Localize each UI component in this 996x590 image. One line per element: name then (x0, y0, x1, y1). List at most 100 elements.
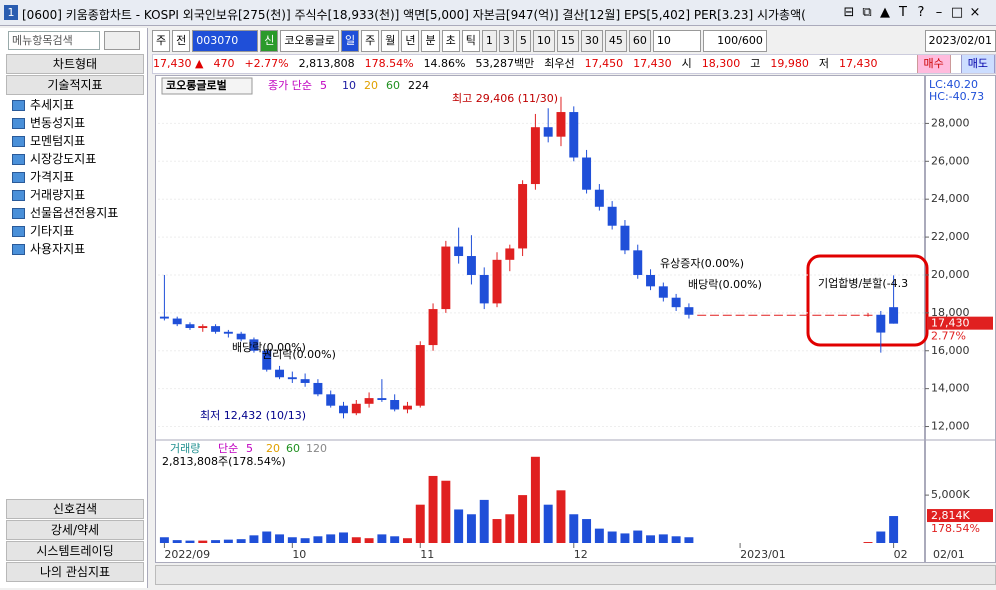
quote-best-label: 최우선 (544, 57, 575, 70)
volume-bar (505, 514, 515, 543)
candle-body (505, 248, 515, 260)
volume-bar (236, 539, 246, 543)
candle-body (364, 398, 374, 404)
ma-label: 종가 단순 (268, 79, 312, 92)
window-button[interactable]: ? (917, 5, 925, 20)
sidebar-tab[interactable]: 차트형태 (6, 54, 144, 74)
volume-bar (198, 540, 208, 543)
last-volume-rate: 178.54% (931, 522, 980, 535)
sidebar-tab[interactable]: 강세/약세 (6, 520, 144, 540)
volume-summary: 2,813,808주(178.54%) (162, 455, 286, 468)
x-tick-label: 10 (292, 548, 306, 561)
candle-body (889, 307, 899, 324)
ma-legend: 10 (342, 79, 356, 92)
candle-body (402, 405, 412, 410)
menu-search[interactable]: 메뉴항목검색 (8, 31, 100, 50)
folder-label[interactable]: 모멘텀지표 (30, 134, 86, 148)
interval-button[interactable]: 30 (580, 30, 603, 52)
window-button[interactable]: ⧉ (862, 5, 872, 20)
quote-buy[interactable]: 매수 (916, 55, 951, 73)
candle-body (710, 314, 719, 316)
quote-sell[interactable]: 매도 (960, 55, 995, 73)
quote-price: 17,430 ▲ (153, 57, 204, 70)
volume-bar (620, 533, 630, 543)
folder-icon (12, 118, 25, 129)
window-button[interactable]: – (935, 5, 943, 20)
candle-body (249, 339, 259, 351)
candle-body (236, 333, 246, 340)
sidebar-tab[interactable]: 신호검색 (6, 499, 144, 519)
last-volume-tag (927, 509, 993, 523)
candle-body (773, 314, 783, 316)
sidebar-tab[interactable]: 시스템트레이딩 (6, 541, 144, 561)
candle-body (198, 326, 208, 329)
window-button[interactable]: T (899, 5, 907, 20)
quote-open: 18,300 (701, 57, 741, 70)
window-button[interactable]: × (969, 5, 981, 20)
candle-body (633, 250, 643, 275)
interval-button[interactable]: 5 (515, 30, 531, 52)
volume-bar (441, 480, 451, 543)
candle-body (658, 286, 668, 298)
interval-button[interactable]: 3 (498, 30, 514, 52)
ma-legend: 224 (408, 79, 429, 92)
candle-body (287, 377, 297, 380)
unit-button[interactable]: 월 (381, 30, 400, 52)
volume-bar (556, 490, 566, 543)
folder-label[interactable]: 추세지표 (30, 98, 75, 112)
interval-button[interactable]: 1 (481, 30, 497, 52)
date[interactable]: 2023/02/01 (924, 30, 996, 52)
sidebar-tab[interactable]: 나의 관심지표 (6, 562, 144, 582)
unit-button[interactable]: 주 (361, 30, 380, 52)
app-icon[interactable]: 1 (4, 5, 18, 20)
unit-button[interactable]: 틱 (461, 30, 480, 52)
unit-button[interactable]: 일 (340, 30, 360, 52)
candle-body (351, 403, 361, 414)
annotation: 배당락(0.00%) (232, 341, 306, 354)
unit-button[interactable]: 년 (401, 30, 420, 52)
annotation: 최고 29,406 (11/30) (452, 92, 558, 105)
period-select[interactable]: 주 (152, 30, 171, 52)
badge[interactable]: 신 (260, 30, 279, 52)
volume-bar (530, 456, 540, 543)
quote-change: 470 (213, 57, 235, 70)
stock-code[interactable]: 003070 (192, 30, 259, 52)
unit-button[interactable]: 분 (421, 30, 440, 52)
unit-button[interactable]: 초 (441, 30, 460, 52)
prev-button[interactable]: 전 (172, 30, 191, 52)
interval-button[interactable]: 10 (532, 30, 555, 52)
x-tick-label: 2023/01 (740, 548, 786, 561)
sidebar-tab[interactable]: 기술적지표 (6, 75, 144, 95)
y-tick-label: 16,000 (931, 344, 970, 357)
interval-button[interactable]: 45 (604, 30, 627, 52)
count[interactable]: 100/600 (702, 30, 767, 52)
interval-button[interactable]: 15 (556, 30, 579, 52)
window-button[interactable]: ▲ (880, 5, 890, 20)
window-button[interactable]: ⊟ (843, 5, 855, 20)
candle-body (390, 400, 400, 410)
folder-label[interactable]: 가격지표 (30, 170, 75, 184)
volume-bar (172, 540, 182, 543)
annotation: 최저 12,432 (10/13) (200, 409, 306, 422)
folder-label[interactable]: 기타지표 (30, 224, 75, 238)
window-button[interactable]: □ (950, 5, 964, 20)
candle-body (415, 345, 425, 406)
interval-button[interactable]: 60 (628, 30, 651, 52)
candle-body (211, 326, 221, 332)
folder-label[interactable]: 거래량지표 (30, 188, 86, 202)
interval-value[interactable]: 10 (652, 30, 701, 52)
folder-label[interactable]: 선물옵션전용지표 (30, 206, 119, 220)
search-button[interactable] (104, 31, 140, 50)
folder-label[interactable]: 시장강도지표 (30, 152, 97, 166)
ma-legend: 5 (246, 442, 253, 455)
candle-body (518, 184, 528, 249)
y-tick-label: 20,000 (931, 268, 970, 281)
folder-label[interactable]: 변동성지표 (30, 116, 86, 130)
quote-turnover: 14.86% (423, 57, 466, 70)
folder-label[interactable]: 사용자지표 (30, 242, 86, 256)
candle-body (876, 314, 886, 333)
candle-body (466, 256, 476, 275)
candle-body (479, 274, 489, 304)
stock-name[interactable]: 코오롱글로 (280, 30, 339, 52)
chart-title: 코오롱글로벌 (166, 78, 227, 92)
